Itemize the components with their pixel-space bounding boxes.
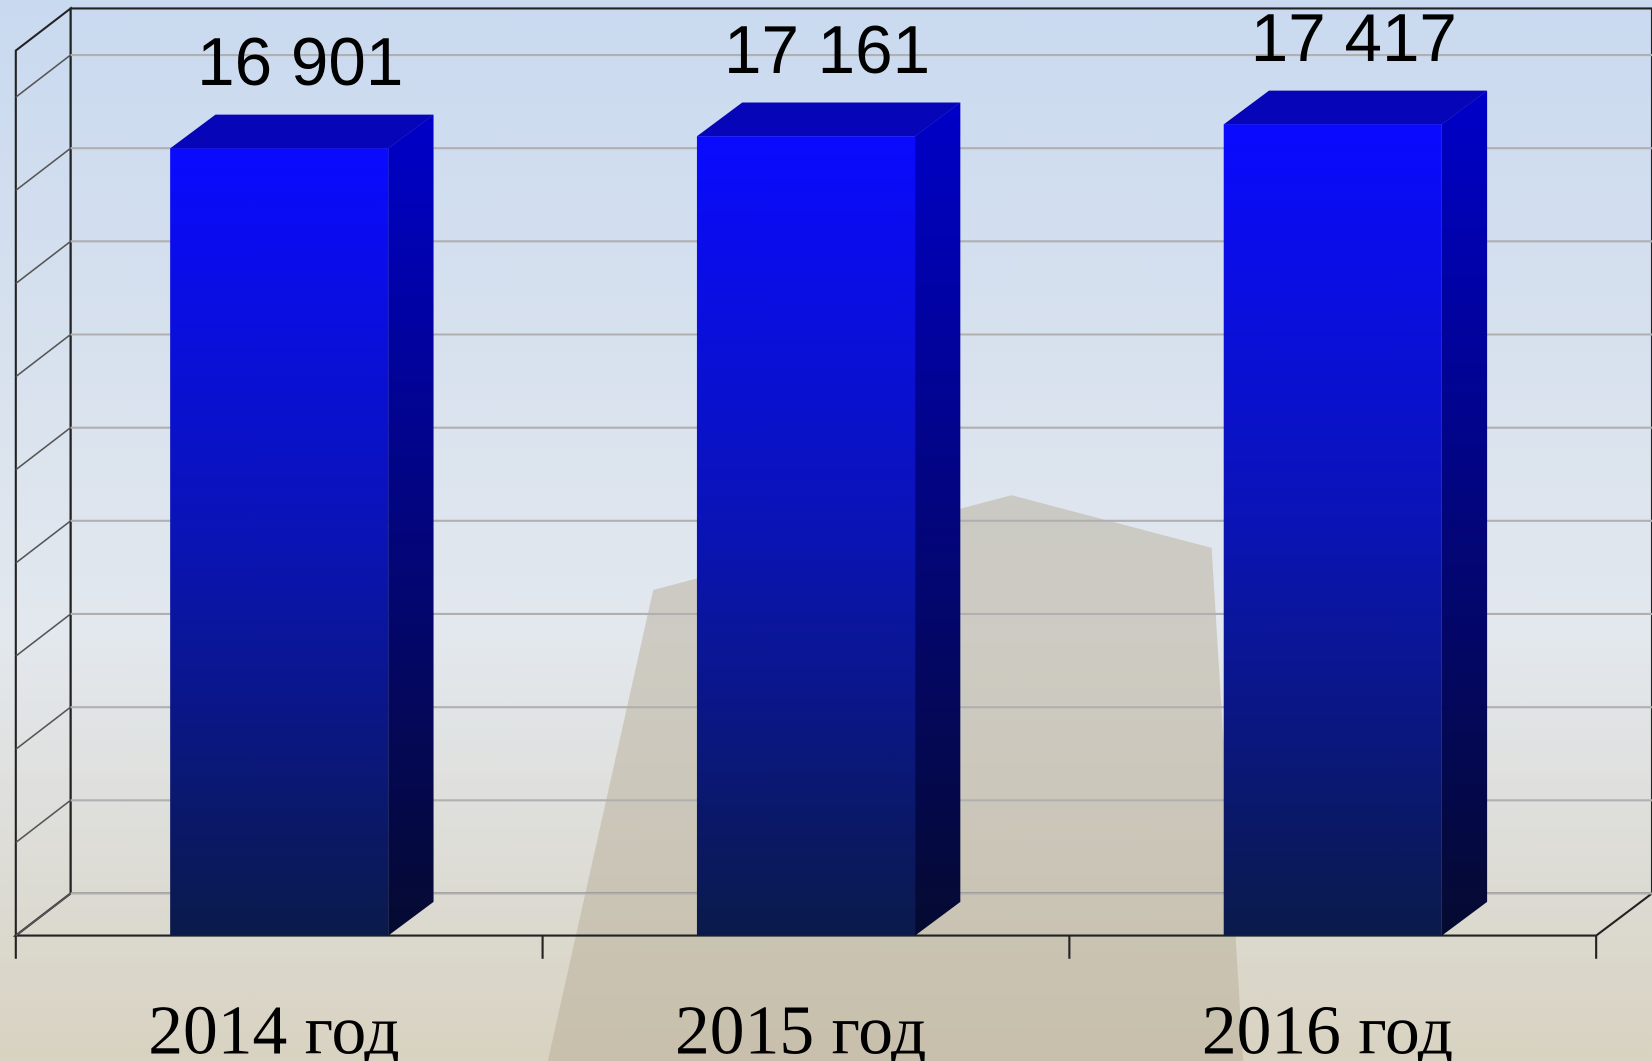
bar-side xyxy=(388,114,434,936)
grid-line-side xyxy=(15,799,72,844)
x-tick-label: 2014 год xyxy=(148,993,399,1061)
bar xyxy=(1223,124,1442,936)
grid-line-side xyxy=(15,54,72,98)
grid-line-side xyxy=(15,333,72,378)
grid-line-side xyxy=(15,613,72,657)
grid-line-side xyxy=(15,147,72,191)
bar xyxy=(170,148,389,936)
bar-top xyxy=(170,114,434,149)
x-tick-label: 2015 год xyxy=(675,993,926,1061)
grid-line-side xyxy=(15,520,72,564)
bar-side xyxy=(915,102,961,936)
x-tick-label: 2016 год xyxy=(1202,993,1453,1061)
value-label: 17 161 xyxy=(724,13,930,88)
grid-line-side xyxy=(15,892,72,937)
bar-top xyxy=(696,102,961,137)
grid-line-side xyxy=(15,706,72,750)
bar-top xyxy=(1223,90,1488,125)
bar xyxy=(696,136,916,936)
value-label: 16 901 xyxy=(197,25,403,100)
value-label: 17 417 xyxy=(1251,1,1457,76)
grid-line-side xyxy=(15,427,72,471)
bar-side xyxy=(1441,90,1488,936)
grid-line-side xyxy=(15,240,72,285)
